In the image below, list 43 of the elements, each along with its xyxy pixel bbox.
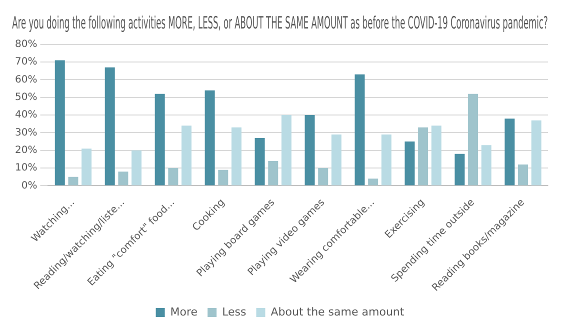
legend-label: About the same amount (270, 305, 405, 318)
bar (54, 60, 65, 186)
bar (454, 154, 465, 186)
bar (182, 126, 192, 186)
y-tick-label: 10% (14, 162, 38, 174)
y-tick-label: 20% (14, 144, 38, 156)
bar (118, 172, 128, 186)
y-tick-label: 70% (14, 56, 38, 68)
bar (431, 126, 442, 186)
bar (204, 90, 215, 186)
bar (168, 168, 178, 186)
bar (254, 138, 265, 186)
bar (231, 127, 242, 186)
bar (481, 145, 492, 186)
y-tick-label: 40% (14, 110, 38, 121)
bar (368, 178, 378, 186)
bar (504, 118, 515, 186)
legend-label: Less (222, 305, 247, 318)
y-tick-label: 0% (21, 180, 38, 192)
bar (381, 134, 392, 186)
bar (331, 134, 342, 186)
chart-title: Are you doing the following activities MORE, LESS, or ABOUT THE SAME AMOUNT as before the COVID-19 Coronavirus pandemic? (12, 14, 548, 34)
bar (281, 115, 292, 186)
bar (104, 67, 115, 186)
bar (82, 148, 92, 186)
y-tick-label: 80% (14, 38, 38, 50)
y-tick-label: 60% (14, 74, 38, 86)
bar (354, 74, 365, 186)
bar (418, 127, 428, 186)
bar (68, 176, 78, 186)
bar (132, 150, 142, 186)
bar (518, 164, 528, 186)
y-tick-label: 30% (14, 127, 38, 138)
bar (268, 160, 278, 186)
bar (404, 142, 415, 186)
bar (304, 115, 315, 186)
legend-label: More (170, 305, 198, 318)
y-tick-label: 50% (14, 92, 38, 103)
bar (531, 120, 542, 186)
bar (318, 168, 328, 186)
bar (154, 94, 165, 186)
bar (468, 94, 478, 186)
bar (218, 170, 228, 186)
